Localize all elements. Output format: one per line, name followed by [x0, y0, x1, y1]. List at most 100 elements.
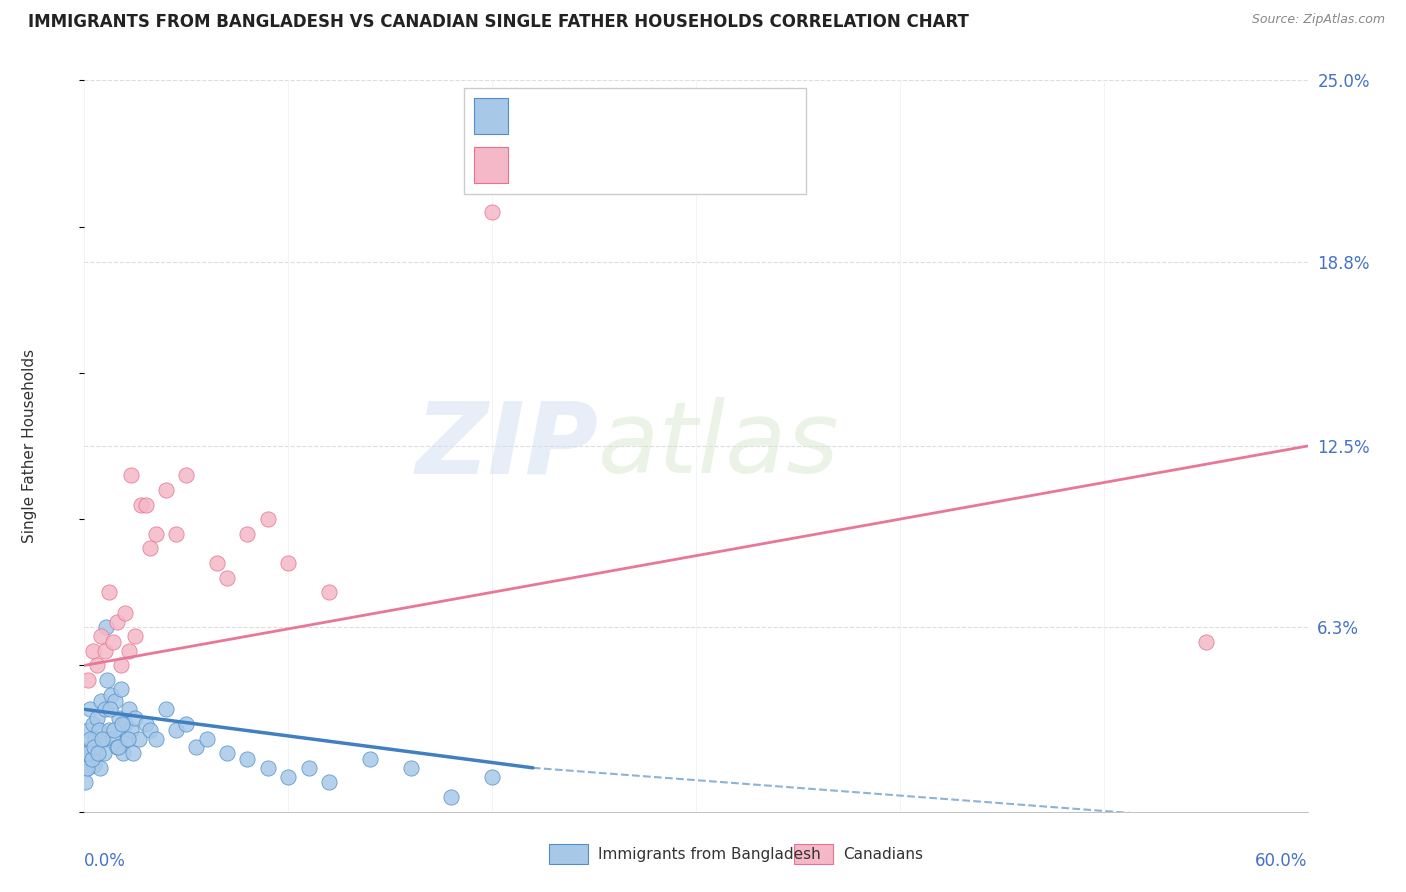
Point [83, 758, 105, 772]
Point [87, 723, 110, 737]
Point [195, 731, 218, 746]
Point [80, 740, 103, 755]
Point [75, 746, 97, 760]
Text: atlas: atlas [598, 398, 839, 494]
Point [79, 731, 101, 746]
Point [100, 688, 122, 702]
Text: Canadians: Canadians [842, 847, 922, 862]
Point [93, 746, 115, 760]
Point [107, 740, 129, 755]
Text: 60.0%: 60.0% [1256, 852, 1308, 870]
Point [120, 723, 142, 737]
Point [481, 205, 503, 219]
Point [118, 702, 141, 716]
Point [90, 693, 112, 707]
Point [110, 658, 132, 673]
Point [205, 556, 228, 570]
Point [399, 761, 422, 775]
Point [98, 702, 121, 716]
Point [86, 711, 108, 725]
Point [115, 731, 138, 746]
Point [236, 752, 259, 766]
Point [96, 673, 118, 687]
Text: Immigrants from Bangladesh: Immigrants from Bangladesh [598, 847, 821, 862]
Point [165, 526, 187, 541]
Point [174, 717, 197, 731]
Point [131, 498, 153, 512]
Point [97, 585, 120, 599]
Point [122, 746, 145, 760]
Point [79, 702, 101, 716]
Point [120, 468, 142, 483]
Text: Single Father Households: Single Father Households [22, 349, 37, 543]
Point [101, 731, 124, 746]
Point [111, 717, 134, 731]
Point [76, 761, 98, 775]
Point [86, 658, 108, 673]
Point [217, 571, 239, 585]
Point [318, 775, 340, 789]
Point [112, 746, 135, 760]
Point [93, 644, 117, 658]
Point [124, 629, 146, 643]
Point [277, 556, 299, 570]
Point [118, 644, 141, 658]
Point [94, 620, 117, 634]
Point [90, 731, 112, 746]
Point [277, 770, 299, 784]
Point [135, 717, 157, 731]
Text: IMMIGRANTS FROM BANGLADESH VS CANADIAN SINGLE FATHER HOUSEHOLDS CORRELATION CHAR: IMMIGRANTS FROM BANGLADESH VS CANADIAN S… [28, 13, 969, 31]
Bar [550, 844, 588, 864]
Point [236, 526, 259, 541]
Point [79, 752, 101, 766]
Point [90, 629, 112, 643]
Point [77, 746, 100, 760]
Point [105, 740, 128, 755]
Point [186, 740, 208, 755]
Point [108, 711, 131, 725]
Point [145, 526, 167, 541]
Point [105, 615, 128, 629]
Point [91, 731, 114, 746]
Point [359, 752, 381, 766]
Point [128, 731, 150, 746]
Point [174, 468, 197, 483]
Point [257, 761, 280, 775]
Point [83, 740, 105, 755]
Point [77, 723, 100, 737]
Point [1195, 635, 1218, 649]
Point [440, 790, 463, 805]
Point [83, 731, 105, 746]
Point [165, 723, 187, 737]
Point [104, 693, 127, 707]
Point [114, 606, 136, 620]
Point [117, 731, 139, 746]
Point [138, 541, 160, 556]
Point [86, 746, 108, 760]
Point [138, 723, 160, 737]
Point [155, 702, 177, 716]
Point [97, 723, 120, 737]
Point [114, 717, 136, 731]
Point [155, 483, 177, 497]
Text: ZIP: ZIP [415, 398, 598, 494]
Point [298, 761, 321, 775]
Point [217, 746, 239, 760]
Point [93, 702, 117, 716]
Point [76, 761, 98, 775]
Point [110, 681, 132, 696]
Point [103, 723, 125, 737]
Point [124, 711, 146, 725]
Point [82, 717, 104, 731]
Point [82, 644, 104, 658]
Point [145, 731, 167, 746]
Point [82, 752, 104, 766]
Point [84, 746, 107, 760]
Point [318, 585, 340, 599]
Point [89, 761, 111, 775]
Text: Source: ZipAtlas.com: Source: ZipAtlas.com [1251, 13, 1385, 27]
Point [77, 673, 100, 687]
Point [135, 498, 157, 512]
Bar [794, 844, 832, 864]
Point [101, 635, 124, 649]
